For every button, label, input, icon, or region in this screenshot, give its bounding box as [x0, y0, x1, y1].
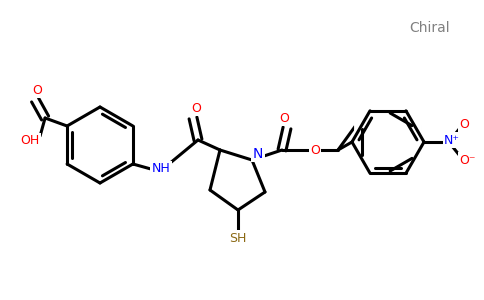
Text: O: O	[191, 101, 201, 115]
Text: SH: SH	[229, 232, 247, 244]
Text: O: O	[279, 112, 289, 124]
Text: N⁺: N⁺	[444, 134, 460, 146]
Text: O: O	[310, 143, 320, 157]
Text: Chiral: Chiral	[409, 21, 450, 35]
Text: NH: NH	[151, 163, 170, 176]
Text: O: O	[459, 118, 469, 130]
Text: O⁻: O⁻	[459, 154, 475, 166]
Text: OH: OH	[20, 134, 40, 148]
Text: N: N	[253, 147, 263, 161]
Text: O: O	[32, 83, 42, 97]
